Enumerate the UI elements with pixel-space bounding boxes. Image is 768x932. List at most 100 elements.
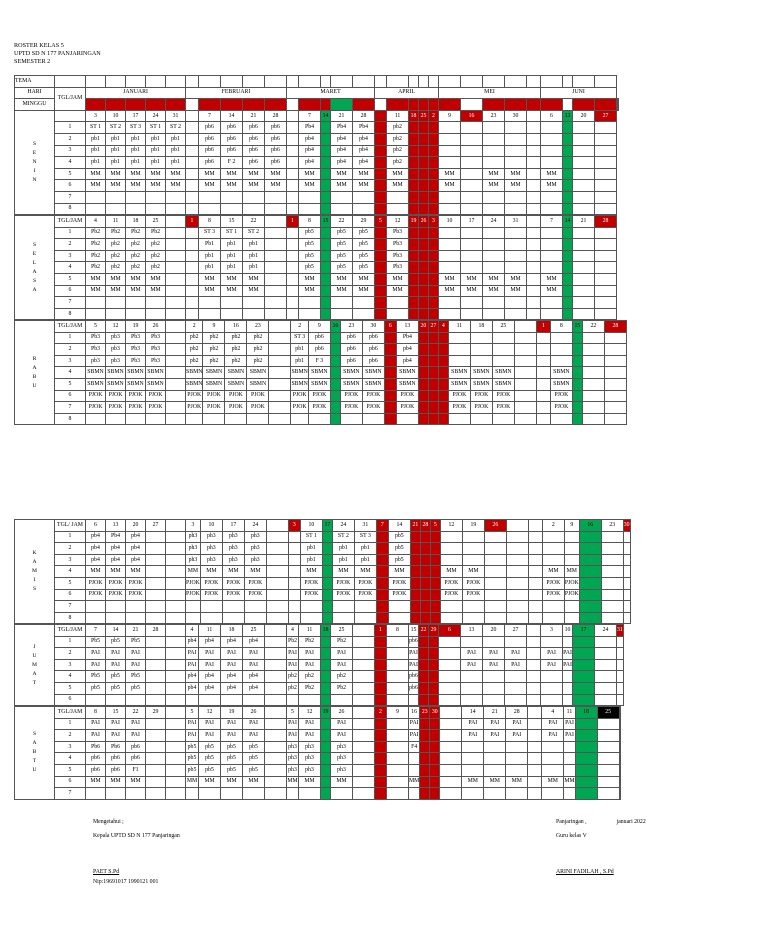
schedule-cell: pb1 xyxy=(125,132,146,146)
schedule-cell xyxy=(185,179,199,192)
schedule-cell xyxy=(264,635,287,649)
schedule-cell xyxy=(408,296,419,309)
schedule-cell: pb6 xyxy=(242,121,265,134)
schedule-cell xyxy=(165,565,186,578)
schedule-cell: PJOK xyxy=(85,389,106,403)
schedule-cell: 9 xyxy=(386,706,409,719)
schedule-cell: pb1 xyxy=(220,249,243,263)
schedule-cell: pb2 xyxy=(145,238,166,251)
schedule-cell xyxy=(427,331,439,345)
schedule-cell: pb1 xyxy=(85,132,106,146)
schedule-cell: 14 xyxy=(320,109,331,123)
schedule-cell: pb2 xyxy=(145,249,166,263)
schedule-cell xyxy=(417,412,429,426)
schedule-cell: PJOK xyxy=(202,401,226,414)
schedule-cell xyxy=(461,530,485,544)
schedule-cell xyxy=(320,787,331,800)
week-marker xyxy=(428,98,439,111)
schedule-cell xyxy=(352,763,375,777)
schedule-cell: 23 xyxy=(339,320,363,333)
schedule-cell xyxy=(504,238,527,251)
schedule-cell: ST 2 xyxy=(242,226,265,240)
schedule-cell xyxy=(513,343,537,356)
schedule-cell: ph3 xyxy=(330,740,353,754)
schedule-cell: MM xyxy=(386,179,409,192)
schedule-cell: pb1 xyxy=(165,132,186,146)
footer-right: Panjaringan , januari 2022 Guru kelas V A… xyxy=(556,818,646,876)
schedule-cell xyxy=(428,190,439,204)
schedule-cell xyxy=(513,366,537,379)
schedule-cell xyxy=(482,156,505,169)
schedule-cell xyxy=(438,249,461,263)
schedule-cell xyxy=(374,740,387,754)
schedule-cell xyxy=(505,576,529,590)
schedule-cell: 17 xyxy=(460,215,483,228)
schedule-cell xyxy=(329,366,341,379)
schedule-cell xyxy=(428,670,439,683)
schedule-cell xyxy=(264,307,287,321)
schedule-cell xyxy=(374,647,387,660)
schedule-cell xyxy=(383,354,397,368)
schedule-cell: MM xyxy=(85,284,106,298)
schedule-cell xyxy=(185,284,199,298)
schedule-cell xyxy=(125,600,146,613)
schedule-cell: PAI xyxy=(242,658,265,672)
schedule-cell xyxy=(418,144,429,158)
schedule-cell xyxy=(460,670,483,683)
schedule-cell: pb4 xyxy=(198,635,221,649)
schedule-cell xyxy=(482,132,505,146)
schedule-cell: MM xyxy=(407,775,421,789)
schedule-cell: pb2 xyxy=(184,343,204,356)
schedule-cell: pb4 xyxy=(395,354,419,368)
schedule-cell xyxy=(572,144,595,158)
schedule-cell: PAI xyxy=(460,647,483,660)
schedule-cell xyxy=(596,763,620,777)
schedule-cell xyxy=(145,681,166,695)
schedule-cell: pb5 xyxy=(105,681,126,695)
schedule-cell: pb5 xyxy=(387,530,411,544)
schedule-cell xyxy=(352,635,375,649)
schedule-cell: MM xyxy=(125,179,146,192)
schedule-cell xyxy=(439,729,463,742)
schedule-cell: pb1 xyxy=(85,144,106,158)
schedule-cell xyxy=(482,144,505,158)
schedule-cell xyxy=(540,226,563,240)
schedule-cell xyxy=(594,284,617,298)
schedule-cell xyxy=(417,343,429,356)
jam-label: 4 xyxy=(54,261,86,274)
schedule-cell xyxy=(320,167,331,181)
schedule-cell xyxy=(105,296,126,309)
schedule-cell xyxy=(220,307,243,321)
schedule-cell xyxy=(571,343,583,356)
schedule-cell xyxy=(439,553,463,567)
schedule-cell xyxy=(268,343,292,356)
week-marker xyxy=(540,98,563,111)
schedule-cell xyxy=(329,343,341,356)
schedule-cell: SBMN xyxy=(224,366,248,379)
schedule-cell xyxy=(527,763,543,777)
schedule-cell xyxy=(330,296,353,309)
schedule-cell xyxy=(460,167,483,181)
schedule-cell xyxy=(407,763,421,777)
schedule-cell: 23 xyxy=(246,320,270,333)
schedule-cell: pb3 xyxy=(105,331,126,345)
kepala-nip: Nip:19691017 1990121 001 xyxy=(93,879,159,885)
schedule-cell xyxy=(482,296,505,309)
schedule-cell: MM xyxy=(352,167,375,181)
schedule-cell xyxy=(429,775,441,789)
schedule-cell xyxy=(418,156,429,169)
month-header-juni: JUNI xyxy=(540,86,617,100)
blank-cell xyxy=(125,75,146,88)
schedule-cell xyxy=(427,354,439,368)
schedule-cell xyxy=(438,190,461,204)
schedule-cell: MM xyxy=(461,775,485,789)
footer-left: Mengetahui ; Kepala UPTD SD N 177 Panjar… xyxy=(93,818,180,886)
schedule-cell xyxy=(165,202,186,216)
schedule-cell: 18 xyxy=(125,215,146,228)
schedule-cell xyxy=(307,412,331,426)
schedule-cell xyxy=(541,763,565,777)
schedule-cell: pb4 xyxy=(220,670,243,683)
schedule-cell: pb1 xyxy=(105,144,126,158)
schedule-cell xyxy=(562,144,573,158)
schedule-cell xyxy=(165,740,186,754)
